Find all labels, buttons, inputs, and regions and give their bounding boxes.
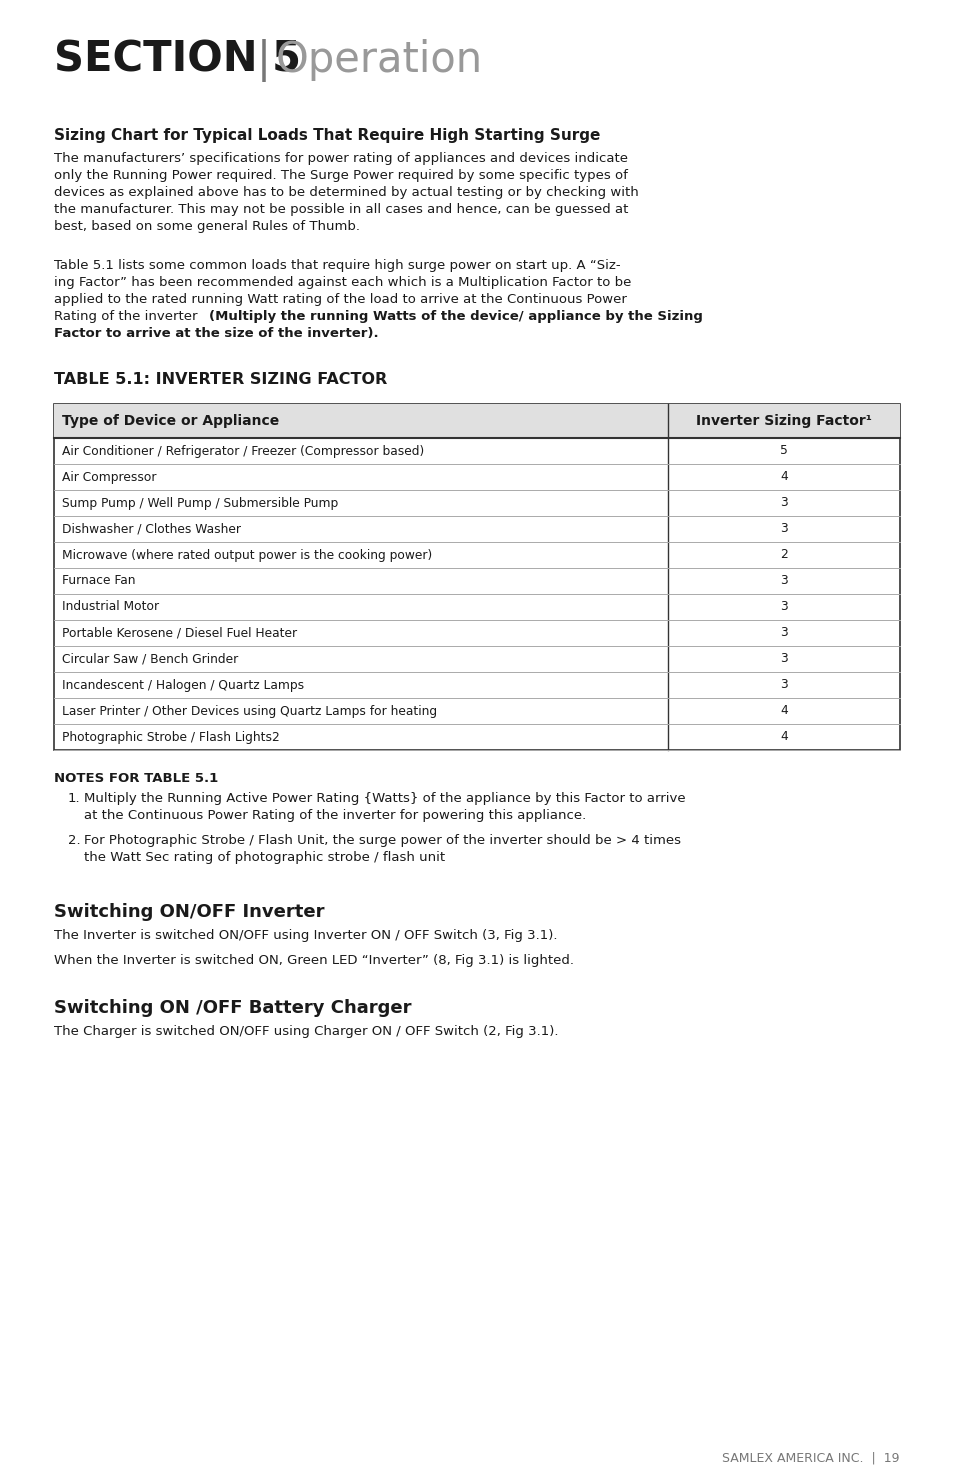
Bar bbox=[54, 404, 899, 438]
Text: ing Factor” has been recommended against each which is a Multiplication Factor t: ing Factor” has been recommended against… bbox=[54, 276, 631, 289]
Text: For Photographic Strobe / Flash Unit, the surge power of the inverter should be : For Photographic Strobe / Flash Unit, th… bbox=[84, 833, 680, 847]
Text: Rating of the inverter: Rating of the inverter bbox=[54, 310, 201, 323]
Text: 4: 4 bbox=[780, 730, 787, 743]
Text: Portable Kerosene / Diesel Fuel Heater: Portable Kerosene / Diesel Fuel Heater bbox=[62, 627, 296, 640]
Text: Sump Pump / Well Pump / Submersible Pump: Sump Pump / Well Pump / Submersible Pump bbox=[62, 497, 338, 509]
Text: Table 5.1 lists some common loads that require high surge power on start up. A “: Table 5.1 lists some common loads that r… bbox=[54, 260, 620, 271]
Text: Dishwasher / Clothes Washer: Dishwasher / Clothes Washer bbox=[62, 522, 241, 535]
Text: 4: 4 bbox=[780, 471, 787, 484]
Text: 2: 2 bbox=[780, 549, 787, 562]
Text: The Charger is switched ON/OFF using Charger ON / OFF Switch (2, Fig 3.1).: The Charger is switched ON/OFF using Cha… bbox=[54, 1025, 558, 1038]
Text: Switching ON/OFF Inverter: Switching ON/OFF Inverter bbox=[54, 903, 324, 920]
Text: 3: 3 bbox=[780, 652, 787, 665]
Text: 3: 3 bbox=[780, 600, 787, 614]
Text: the manufacturer. This may not be possible in all cases and hence, can be guesse: the manufacturer. This may not be possib… bbox=[54, 204, 628, 215]
Text: 1.: 1. bbox=[68, 792, 81, 805]
Text: NOTES FOR TABLE 5.1: NOTES FOR TABLE 5.1 bbox=[54, 771, 218, 785]
Text: (Multiply the running Watts of the device/ appliance by the Sizing: (Multiply the running Watts of the devic… bbox=[209, 310, 702, 323]
Text: 3: 3 bbox=[780, 627, 787, 640]
Text: Sizing Chart for Typical Loads That Require High Starting Surge: Sizing Chart for Typical Loads That Requ… bbox=[54, 128, 599, 143]
Text: only the Running Power required. The Surge Power required by some specific types: only the Running Power required. The Sur… bbox=[54, 170, 627, 181]
Text: The manufacturers’ specifications for power rating of appliances and devices ind: The manufacturers’ specifications for po… bbox=[54, 152, 627, 165]
Text: Microwave (where rated output power is the cooking power): Microwave (where rated output power is t… bbox=[62, 549, 432, 562]
Text: the Watt Sec rating of photographic strobe / flash unit: the Watt Sec rating of photographic stro… bbox=[84, 851, 445, 864]
Text: 3: 3 bbox=[780, 574, 787, 587]
Text: at the Continuous Power Rating of the inverter for powering this appliance.: at the Continuous Power Rating of the in… bbox=[84, 808, 586, 822]
Text: Multiply the Running Active Power Rating {Watts} of the appliance by this Factor: Multiply the Running Active Power Rating… bbox=[84, 792, 685, 805]
Text: 4: 4 bbox=[780, 705, 787, 717]
Text: Air Compressor: Air Compressor bbox=[62, 471, 156, 484]
Text: best, based on some general Rules of Thumb.: best, based on some general Rules of Thu… bbox=[54, 220, 359, 233]
Text: SAMLEX AMERICA INC.  |  19: SAMLEX AMERICA INC. | 19 bbox=[721, 1451, 899, 1465]
Text: 3: 3 bbox=[780, 678, 787, 692]
Text: TABLE 5.1: INVERTER SIZING FACTOR: TABLE 5.1: INVERTER SIZING FACTOR bbox=[54, 372, 387, 386]
Text: Operation: Operation bbox=[275, 38, 482, 81]
Text: When the Inverter is switched ON, Green LED “Inverter” (8, Fig 3.1) is lighted.: When the Inverter is switched ON, Green … bbox=[54, 954, 574, 968]
Text: applied to the rated running Watt rating of the load to arrive at the Continuous: applied to the rated running Watt rating… bbox=[54, 294, 626, 305]
Bar bbox=[54, 404, 899, 749]
Text: Air Conditioner / Refrigerator / Freezer (Compressor based): Air Conditioner / Refrigerator / Freezer… bbox=[62, 444, 424, 457]
Text: Inverter Sizing Factor¹: Inverter Sizing Factor¹ bbox=[696, 414, 871, 428]
Text: Photographic Strobe / Flash Lights2: Photographic Strobe / Flash Lights2 bbox=[62, 730, 279, 743]
Text: Laser Printer / Other Devices using Quartz Lamps for heating: Laser Printer / Other Devices using Quar… bbox=[62, 705, 436, 717]
Text: 5: 5 bbox=[780, 444, 787, 457]
Text: 3: 3 bbox=[780, 522, 787, 535]
Text: devices as explained above has to be determined by actual testing or by checking: devices as explained above has to be det… bbox=[54, 186, 639, 199]
Text: Factor to arrive at the size of the inverter).: Factor to arrive at the size of the inve… bbox=[54, 327, 378, 341]
Text: SECTION 5: SECTION 5 bbox=[54, 38, 301, 81]
Text: 3: 3 bbox=[780, 497, 787, 509]
Text: |: | bbox=[256, 38, 271, 83]
Text: Type of Device or Appliance: Type of Device or Appliance bbox=[62, 414, 279, 428]
Text: 2.: 2. bbox=[68, 833, 81, 847]
Text: Furnace Fan: Furnace Fan bbox=[62, 574, 135, 587]
Text: Switching ON /OFF Battery Charger: Switching ON /OFF Battery Charger bbox=[54, 999, 411, 1016]
Text: Incandescent / Halogen / Quartz Lamps: Incandescent / Halogen / Quartz Lamps bbox=[62, 678, 304, 692]
Text: Circular Saw / Bench Grinder: Circular Saw / Bench Grinder bbox=[62, 652, 238, 665]
Text: The Inverter is switched ON/OFF using Inverter ON / OFF Switch (3, Fig 3.1).: The Inverter is switched ON/OFF using In… bbox=[54, 929, 557, 943]
Text: Industrial Motor: Industrial Motor bbox=[62, 600, 159, 614]
